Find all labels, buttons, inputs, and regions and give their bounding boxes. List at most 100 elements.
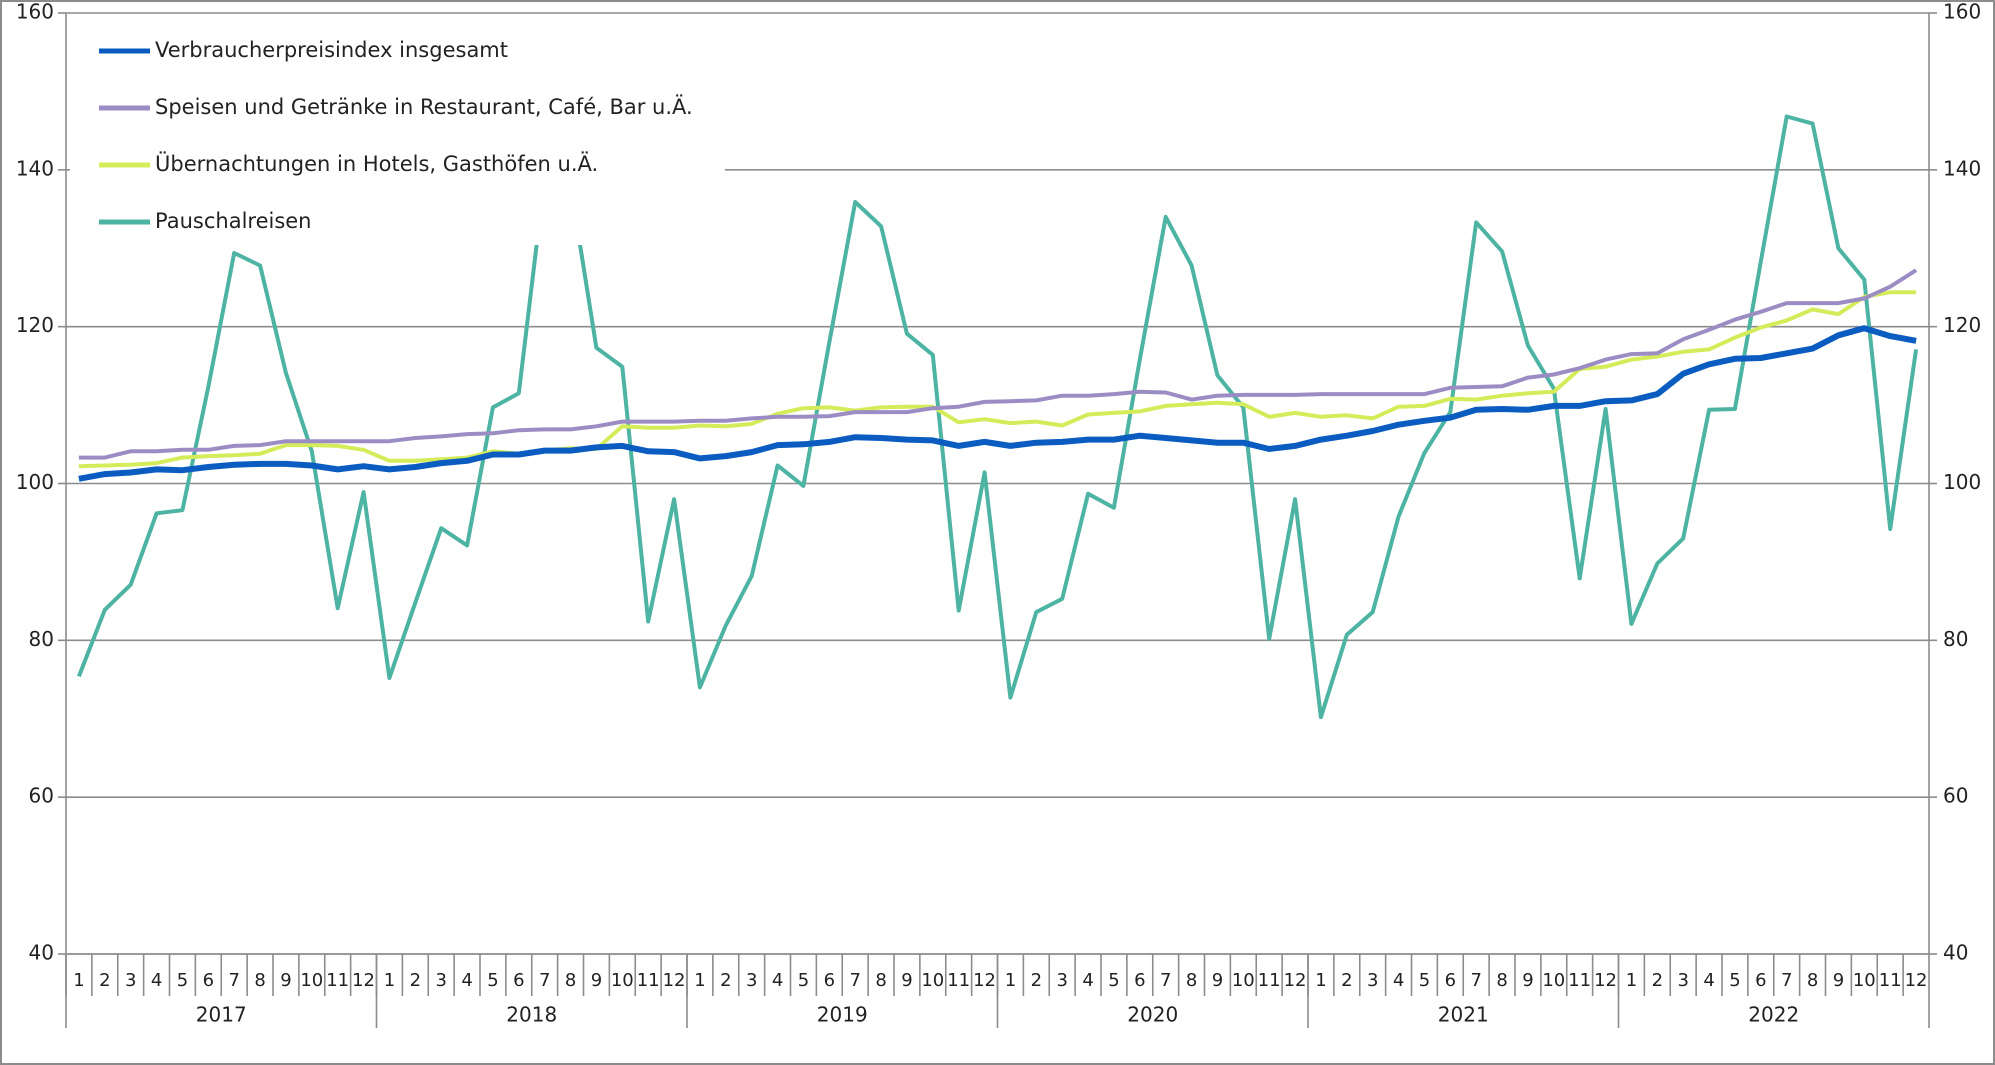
x-tick-label: 11: [1258, 970, 1281, 991]
x-tick-label: 12: [663, 970, 686, 991]
x-tick-label: 4: [461, 970, 472, 991]
x-tick-label: 5: [1108, 970, 1119, 991]
x-tick-label: 2: [1341, 970, 1352, 991]
x-tick-label: 1: [1315, 970, 1326, 991]
x-tick-label: 3: [1367, 970, 1378, 991]
x-tick-label: 6: [1445, 970, 1456, 991]
x-tick-label: 5: [487, 970, 498, 991]
x-tick-label: 8: [1186, 970, 1197, 991]
x-tick-label: 7: [1781, 970, 1792, 991]
x-tick-label: 2: [1031, 970, 1042, 991]
x-tick-label: 11: [1568, 970, 1591, 991]
x-tick-label: 12: [973, 970, 996, 991]
x-tick-label: 4: [151, 970, 162, 991]
x-tick-label: 8: [254, 970, 265, 991]
x-tick-label: 5: [1419, 970, 1430, 991]
x-tick-label: 9: [901, 970, 912, 991]
x-tick-label: 7: [228, 970, 239, 991]
y-tick-label: 60: [29, 784, 54, 808]
x-tick-label: 2: [1652, 970, 1663, 991]
y2-tick-label: 40: [1943, 941, 1968, 965]
series-line: [78, 325, 1917, 482]
x-tick-label: 2: [720, 970, 731, 991]
x-tick-label: 5: [1729, 970, 1740, 991]
x-tick-label: 9: [1212, 970, 1223, 991]
x-tick-label: 2: [99, 970, 110, 991]
x-tick-label: 8: [1807, 970, 1818, 991]
x-tick-label: 9: [1833, 970, 1844, 991]
x-tick-label: 11: [326, 970, 349, 991]
y2-tick-label: 60: [1943, 784, 1968, 808]
x-tick-label: 10: [921, 970, 944, 991]
legend-label: Übernachtungen in Hotels, Gasthöfen u.Ä.: [155, 151, 598, 176]
x-tick-label: 3: [435, 970, 446, 991]
x-tick-label: 10: [1542, 970, 1565, 991]
x-tick-label: 11: [1879, 970, 1902, 991]
y2-tick-label: 120: [1943, 313, 1981, 337]
legend-box: [70, 20, 725, 245]
x-tick-label: 12: [352, 970, 375, 991]
y2-tick-label: 80: [1943, 627, 1968, 651]
x-tick-label: 4: [1082, 970, 1093, 991]
x-tick-label: 12: [1905, 970, 1928, 991]
x-tick-label: 6: [1755, 970, 1766, 991]
x-tick-label: 3: [746, 970, 757, 991]
x-tick-label: 7: [539, 970, 550, 991]
year-label: 2022: [1748, 1003, 1799, 1027]
x-tick-label: 12: [1284, 970, 1307, 991]
year-label: 2018: [506, 1003, 557, 1027]
x-tick-label: 7: [1160, 970, 1171, 991]
y-tick-label: 40: [29, 941, 54, 965]
series-line: [77, 114, 1919, 720]
year-label: 2017: [196, 1003, 247, 1027]
x-tick-label: 6: [203, 970, 214, 991]
x-tick-label: 9: [1522, 970, 1533, 991]
x-tick-label: 9: [591, 970, 602, 991]
y-tick-label: 140: [16, 156, 54, 180]
y-tick-label: 160: [16, 0, 54, 24]
y2-tick-label: 100: [1943, 470, 1981, 494]
year-label: 2021: [1438, 1003, 1489, 1027]
x-tick-label: 8: [1496, 970, 1507, 991]
x-tick-label: 12: [1594, 970, 1617, 991]
x-tick-label: 1: [73, 970, 84, 991]
y2-tick-label: 140: [1943, 156, 1981, 180]
x-tick-label: 4: [772, 970, 783, 991]
y-tick-label: 100: [16, 470, 54, 494]
x-tick-label: 11: [637, 970, 660, 991]
x-tick-label: 3: [1677, 970, 1688, 991]
year-label: 2020: [1127, 1003, 1178, 1027]
series-line: [78, 268, 1918, 460]
x-tick-label: 5: [798, 970, 809, 991]
x-tick-label: 1: [384, 970, 395, 991]
x-tick-label: 7: [1470, 970, 1481, 991]
x-tick-label: 10: [611, 970, 634, 991]
x-tick-label: 1: [694, 970, 705, 991]
series-line: [78, 290, 1917, 469]
x-tick-label: 6: [1134, 970, 1145, 991]
y-tick-label: 80: [29, 627, 54, 651]
x-tick-label: 6: [513, 970, 524, 991]
x-tick-label: 5: [177, 970, 188, 991]
x-tick-label: 4: [1703, 970, 1714, 991]
x-tick-label: 9: [280, 970, 291, 991]
x-tick-label: 6: [824, 970, 835, 991]
x-tick-label: 11: [947, 970, 970, 991]
x-tick-label: 4: [1393, 970, 1404, 991]
x-tick-label: 10: [1232, 970, 1255, 991]
year-label: 2019: [817, 1003, 868, 1027]
x-tick-label: 7: [849, 970, 860, 991]
y2-tick-label: 160: [1943, 0, 1981, 24]
x-tick-label: 2: [410, 970, 421, 991]
x-tick-label: 10: [300, 970, 323, 991]
x-tick-label: 8: [875, 970, 886, 991]
legend-label: Pauschalreisen: [155, 209, 312, 233]
x-tick-label: 10: [1853, 970, 1876, 991]
legend-label: Speisen und Getränke in Restaurant, Café…: [155, 94, 693, 119]
y-tick-label: 120: [16, 313, 54, 337]
x-tick-label: 3: [1056, 970, 1067, 991]
x-tick-label: 3: [125, 970, 136, 991]
legend-label: Verbraucherpreisindex insgesamt: [155, 38, 508, 62]
x-tick-label: 1: [1626, 970, 1637, 991]
